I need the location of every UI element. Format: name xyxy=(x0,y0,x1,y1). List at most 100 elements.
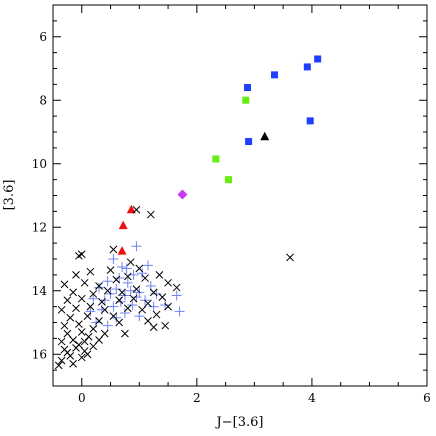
data-point-plus xyxy=(108,254,119,264)
data-point-cross xyxy=(83,312,92,321)
data-point-cross xyxy=(141,274,149,282)
data-point-cross xyxy=(63,329,72,338)
data-point-square xyxy=(224,176,232,184)
data-point-triangle xyxy=(260,131,270,141)
data-point-cross xyxy=(89,290,98,298)
data-point-cross xyxy=(161,321,170,330)
data-point-plus xyxy=(111,312,122,323)
data-point-cross xyxy=(109,245,118,254)
y-tick-label: 6 xyxy=(39,30,47,44)
data-point-cross xyxy=(100,305,109,314)
x-tick-label: 4 xyxy=(308,391,316,405)
data-point-cross xyxy=(75,320,83,328)
data-point-cross xyxy=(89,342,98,351)
data-point-cross xyxy=(69,288,77,297)
data-point-cross xyxy=(129,294,138,303)
data-point-cross xyxy=(95,317,103,325)
data-point-plus xyxy=(99,295,110,306)
data-point-cross xyxy=(155,271,164,279)
data-point-cross xyxy=(66,313,75,322)
data-point-cross xyxy=(77,294,86,303)
data-point-cross xyxy=(72,271,80,279)
data-point-cross xyxy=(84,332,93,341)
data-point-cross xyxy=(106,266,115,274)
data-point-cross xyxy=(115,296,124,305)
data-point-plus xyxy=(125,285,136,296)
data-point-cross xyxy=(164,302,172,311)
data-point-cross xyxy=(146,210,155,219)
data-point-cross xyxy=(54,361,63,370)
data-point-cross xyxy=(80,278,89,287)
data-point-cross xyxy=(57,337,66,346)
data-point-cross xyxy=(83,350,92,359)
data-point-cross xyxy=(57,356,66,365)
data-point-cross xyxy=(75,251,83,260)
data-point-cross xyxy=(115,318,124,327)
data-point-cross xyxy=(149,288,158,297)
data-point-plus xyxy=(137,268,148,279)
data-point-cross xyxy=(121,329,129,338)
data-point-plus xyxy=(88,293,99,304)
data-point-cross xyxy=(149,323,158,332)
data-point-square xyxy=(212,155,220,163)
data-point-plus xyxy=(117,261,128,272)
x-tick-label: 0 xyxy=(78,391,86,405)
data-point-square xyxy=(245,138,253,146)
x-axis-label: J−[3.6] xyxy=(215,415,264,430)
data-point-cross xyxy=(98,298,106,306)
data-point-cross xyxy=(77,353,86,362)
data-point-cross xyxy=(86,302,95,311)
data-point-cross xyxy=(63,296,72,305)
x-tick-label: 2 xyxy=(193,391,201,405)
data-point-plus xyxy=(151,288,162,299)
data-point-cross xyxy=(144,317,152,325)
data-point-plus xyxy=(127,300,138,311)
data-point-cross xyxy=(63,348,72,357)
data-point-diamond xyxy=(177,189,188,200)
data-point-plus xyxy=(111,284,122,295)
data-point-cross xyxy=(77,328,86,336)
data-point-triangle xyxy=(126,204,136,214)
data-point-cross xyxy=(152,310,161,319)
data-point-cross xyxy=(118,288,126,297)
data-point-triangle xyxy=(117,246,127,255)
data-point-cross xyxy=(103,286,112,295)
data-point-cross xyxy=(69,359,77,368)
data-marks xyxy=(54,55,322,370)
data-point-cross xyxy=(112,275,121,284)
data-point-plus xyxy=(119,307,130,318)
data-point-square xyxy=(243,84,251,92)
x-tick-label: 6 xyxy=(423,391,431,405)
data-point-cross xyxy=(286,253,294,262)
data-point-cross xyxy=(60,280,69,289)
data-point-plus xyxy=(131,241,142,252)
data-point-cross xyxy=(138,305,147,314)
data-point-cross xyxy=(72,304,80,313)
data-point-plus xyxy=(121,263,132,274)
data-point-square xyxy=(303,63,311,71)
y-tick-label: 16 xyxy=(32,347,47,361)
data-point-plus xyxy=(131,292,142,303)
data-point-plus xyxy=(114,273,125,284)
data-point-plus xyxy=(142,260,153,271)
tick-labels: 0 2 4 6 6 8 10 12 14 16 xyxy=(32,30,431,405)
data-point-cross xyxy=(172,283,181,292)
data-point-triangle xyxy=(118,220,128,230)
data-point-plus xyxy=(174,306,185,317)
data-point-cross xyxy=(69,336,77,344)
data-point-plus xyxy=(102,276,113,287)
plot-frame xyxy=(52,4,428,387)
data-point-square xyxy=(242,96,250,104)
data-point-cross xyxy=(164,278,172,287)
data-point-cross xyxy=(109,312,118,321)
data-point-cross xyxy=(100,329,109,338)
data-point-cross xyxy=(89,324,98,333)
data-point-cross xyxy=(60,321,69,330)
data-point-cross xyxy=(86,267,95,276)
data-point-cross xyxy=(95,282,103,290)
data-point-cross xyxy=(132,285,141,294)
data-point-cross xyxy=(126,258,135,267)
data-point-plus xyxy=(148,301,159,312)
